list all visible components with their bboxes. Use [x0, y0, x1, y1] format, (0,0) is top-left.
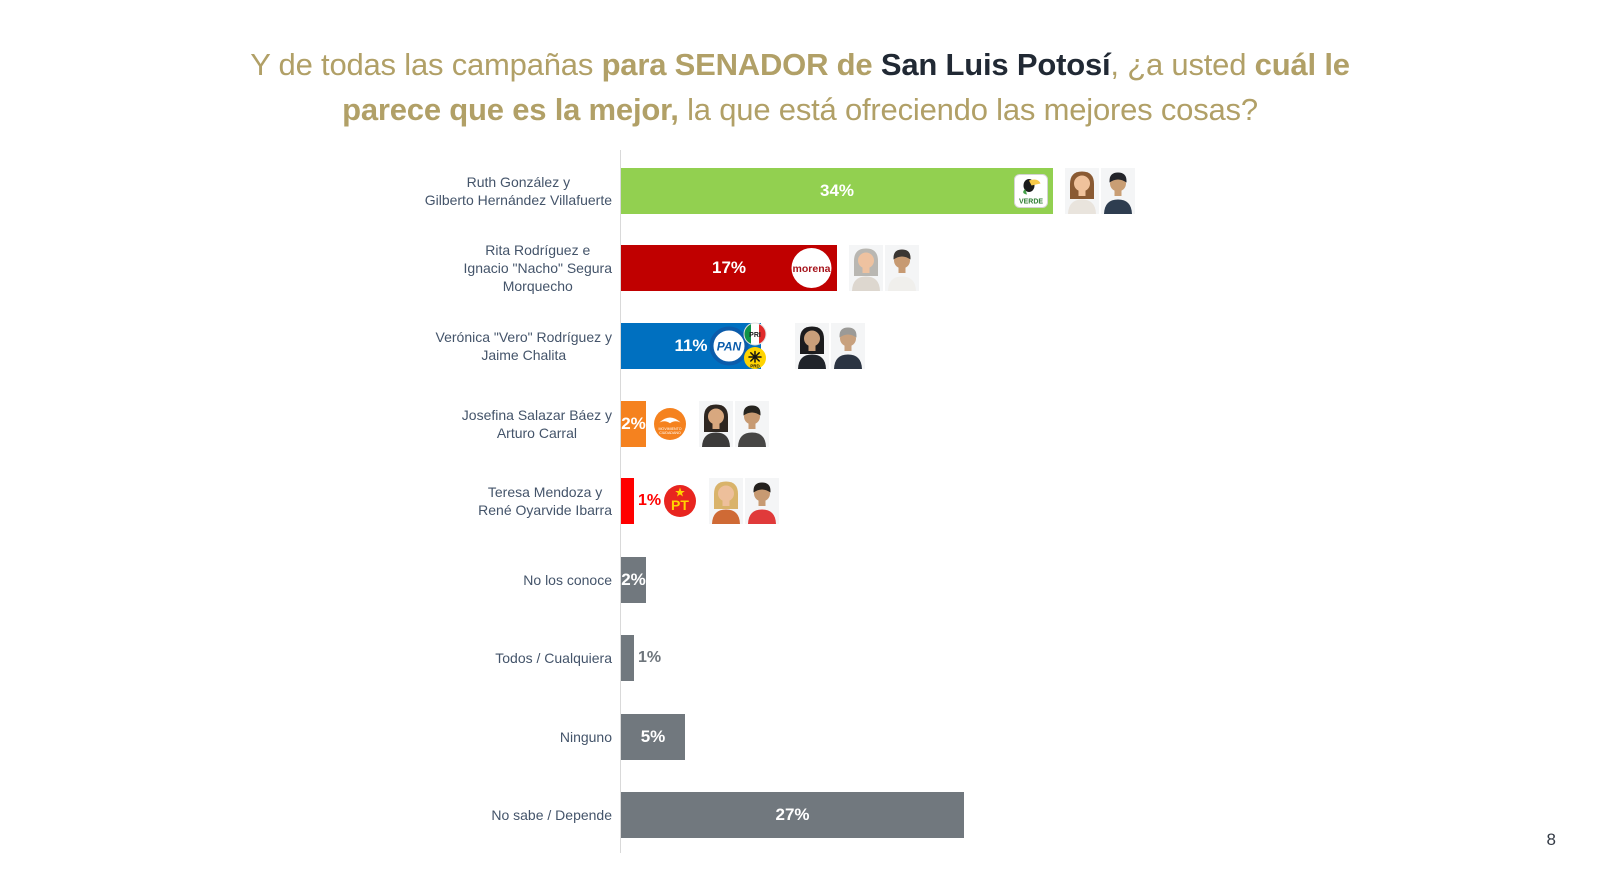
category-label: Ruth González y Gilberto Hernández Villa…: [424, 174, 612, 208]
after-bar-group: 1%: [634, 635, 661, 681]
value-label: 1%: [638, 492, 662, 509]
bar: [621, 635, 634, 681]
value-label: 2%: [621, 414, 646, 433]
candidate-photo: [793, 323, 829, 369]
title-segment: San Luis Potosí: [880, 47, 1111, 82]
category-label: Rita Rodríguez e Ignacio "Nacho" Segura …: [463, 242, 612, 294]
svg-text:PAN: PAN: [717, 340, 742, 354]
bar: 11% PAN PRI PRD: [621, 322, 767, 369]
svg-text:morena: morena: [793, 263, 831, 275]
bar-row: Ruth González y Gilberto Hernández Villa…: [0, 168, 1600, 214]
after-bar-group: [783, 323, 865, 369]
value-label: 17%: [711, 258, 747, 277]
title-segment: parece que es la mejor,: [342, 92, 679, 127]
bar-row: Todos / Cualquiera 1%: [0, 635, 1600, 681]
bar: 27%: [621, 792, 964, 838]
candidate-photo: [883, 245, 919, 291]
bar-row: Josefina Salazar Báez y Arturo Carral 2% M…: [0, 401, 1600, 447]
bar-row: No sabe / Depende 27%: [0, 792, 1600, 838]
candidate-photo: [697, 401, 733, 447]
after-bar-group: [1053, 168, 1135, 214]
axis-line: [620, 150, 621, 853]
value-label: 11%: [674, 336, 708, 355]
svg-text:PT: PT: [671, 497, 689, 513]
bar: 34% VERDE: [621, 168, 1053, 214]
candidate-photos: [697, 401, 769, 447]
verde-logo-icon: VERDE: [1014, 174, 1048, 208]
svg-text:PRI: PRI: [749, 332, 761, 339]
title-segment: para SENADOR de: [601, 47, 881, 82]
value-label: 27%: [775, 805, 810, 824]
category-label: No sabe / Depende: [491, 807, 612, 823]
title-segment: cuál le: [1254, 47, 1350, 82]
after-bar-group: MOVIMIENTO CIUDADANO: [646, 401, 769, 447]
svg-text:CIUDADANO: CIUDADANO: [659, 431, 681, 435]
bar-row: Ninguno 5%: [0, 714, 1600, 760]
bar-row: Teresa Mendoza y René Oyarvide Ibarra 1% P…: [0, 478, 1600, 524]
candidate-photo: [733, 401, 769, 447]
bar: [621, 478, 634, 524]
value-label: 5%: [640, 727, 666, 746]
page-title: Y de todas las campañas para SENADOR de …: [170, 42, 1430, 132]
pri-logo-icon: PRI: [743, 322, 767, 346]
candidate-photo: [1063, 168, 1099, 214]
morena-logo-icon: morena: [791, 248, 832, 289]
candidate-photo: [707, 478, 744, 524]
candidate-photo: [829, 323, 865, 369]
candidate-photo: [1099, 168, 1135, 214]
svg-text:PRD: PRD: [750, 364, 760, 369]
title-segment: la que está ofreciendo las mejores cosas…: [678, 92, 1258, 127]
mc-logo-icon: MOVIMIENTO CIUDADANO: [653, 407, 687, 441]
candidate-photos: [707, 478, 780, 524]
after-bar-group: 1% PT: [634, 478, 780, 524]
bar: 17% morena: [621, 245, 837, 291]
category-label: Ninguno: [559, 729, 612, 745]
after-bar-group: [837, 245, 919, 291]
bar: 2%: [621, 557, 646, 603]
bar: 5%: [621, 714, 685, 760]
candidate-photo: [847, 245, 883, 291]
candidate-photo: [743, 478, 780, 524]
bar-row: No los conoce 2%: [0, 557, 1600, 603]
pan-logo-icon: PAN: [709, 326, 749, 366]
candidate-photos: [793, 323, 865, 369]
category-label: Teresa Mendoza y René Oyarvide Ibarra: [478, 484, 612, 518]
coalition-logos: PAN PRI PRD: [709, 322, 767, 370]
value-label: 34%: [819, 181, 855, 200]
title-segment: , ¿a usted: [1110, 47, 1255, 82]
bar-row: Verónica "Vero" Rodríguez y Jaime Chalit…: [0, 322, 1600, 369]
candidate-photos: [1063, 168, 1135, 214]
bar: 2%: [621, 401, 646, 447]
category-label: Verónica "Vero" Rodríguez y Jaime Chalit…: [435, 329, 612, 363]
value-label: 1%: [638, 649, 662, 666]
category-label: No los conoce: [523, 572, 612, 588]
svg-text:VERDE: VERDE: [1019, 199, 1043, 206]
pt-logo-icon: PT: [663, 484, 697, 518]
svg-text:MOVIMIENTO: MOVIMIENTO: [658, 427, 681, 431]
category-label: Josefina Salazar Báez y Arturo Carral: [461, 407, 612, 441]
value-label: 2%: [621, 570, 646, 589]
bar-row: Rita Rodríguez e Ignacio "Nacho" Segura …: [0, 242, 1600, 294]
title-segment: Y de todas las campañas: [250, 47, 602, 82]
candidate-photos: [847, 245, 919, 291]
page-number: 8: [1546, 830, 1556, 849]
prd-logo-icon: PRD: [743, 346, 767, 370]
category-label: Todos / Cualquiera: [495, 650, 612, 666]
